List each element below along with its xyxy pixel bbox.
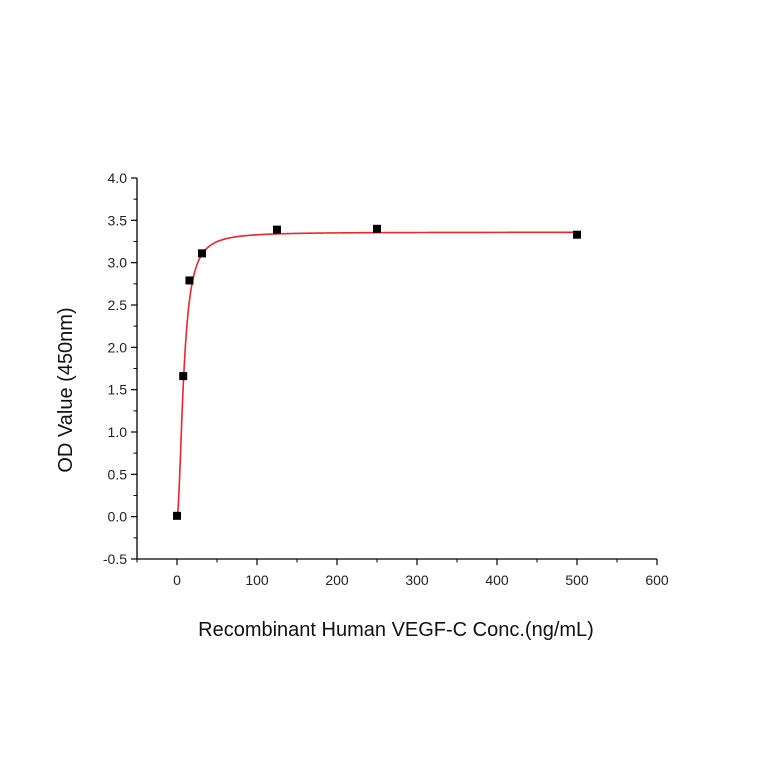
y-tick-label: 0.0 xyxy=(108,509,128,525)
y-tick-label: 3.0 xyxy=(108,255,128,271)
y-tick-label: 1.5 xyxy=(108,382,128,398)
y-tick-label: 1.0 xyxy=(108,424,128,440)
y-tick-label: 3.5 xyxy=(108,212,128,228)
x-tick-label: 100 xyxy=(245,572,269,588)
x-tick-label: 0 xyxy=(173,572,181,588)
fit-curve-layer xyxy=(176,231,577,518)
data-point xyxy=(273,225,281,234)
y-tick-label: -0.5 xyxy=(103,551,127,567)
y-tick-label: 0.5 xyxy=(108,466,128,482)
x-tick-label: 200 xyxy=(325,572,349,588)
x-tick-label: 400 xyxy=(485,572,509,588)
y-tick-label: 2.5 xyxy=(108,297,128,313)
x-axis: 0 100 200 300 400 500 600 xyxy=(136,558,669,588)
x-tick-label: 500 xyxy=(565,572,589,588)
data-point xyxy=(373,224,381,233)
data-point xyxy=(179,372,188,381)
y-axis: -0.5 0.0 0.5 1.0 1.5 2.0 2.5 3.0 3.5 4.0 xyxy=(103,170,138,567)
x-tick-label: 600 xyxy=(645,572,669,588)
data-point xyxy=(573,230,581,239)
x-axis-title: Recombinant Human VEGF-C Conc.(ng/mL) xyxy=(198,619,594,641)
fit-curve xyxy=(176,231,577,518)
y-tick-label: 2.0 xyxy=(108,339,128,355)
x-tick-label: 300 xyxy=(405,572,429,588)
y-tick-label: 4.0 xyxy=(108,170,128,186)
data-point xyxy=(185,276,194,285)
y-axis-title: OD Value (450nm) xyxy=(55,307,77,472)
data-point xyxy=(173,511,181,520)
data-point xyxy=(198,249,206,258)
data-points xyxy=(173,224,581,520)
